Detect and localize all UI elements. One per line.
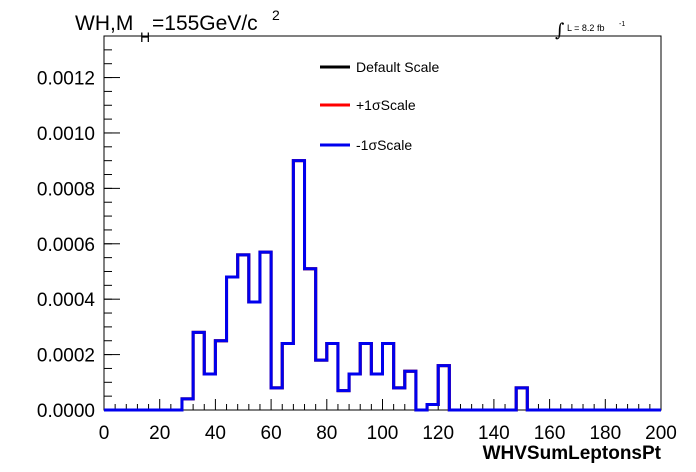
- x-tick-label: 160: [534, 423, 566, 444]
- x-tick-label: 140: [478, 423, 510, 444]
- x-tick-label: 0: [99, 423, 110, 444]
- x-tick-label: 20: [149, 423, 170, 444]
- title-superscript: 2: [272, 7, 280, 23]
- luminosity-label: ∫ L = 8.2 fb -1: [555, 20, 625, 41]
- x-tick-label: 200: [645, 423, 677, 444]
- y-tick-label: 0.0004: [37, 290, 96, 311]
- y-tick-label: 0.0000: [37, 401, 95, 422]
- y-axis: 0.0000 0.0002 0.0004 0.0006 0.0008 0.0010 0.00…: [37, 35, 120, 422]
- x-tick-label: 180: [589, 423, 621, 444]
- legend-label-plus1sigma: +1σScale: [356, 97, 416, 113]
- legend-label-default: Default Scale: [356, 59, 439, 75]
- x-tick-label: 60: [261, 423, 282, 444]
- integral-sign: ∫: [555, 20, 565, 41]
- x-tick-label: 120: [422, 423, 454, 444]
- lumi-text: L = 8.2 fb: [567, 23, 604, 33]
- title-subscript: H: [140, 29, 150, 45]
- series-layer: [104, 159, 661, 412]
- legend-label-minus1sigma: -1σScale: [356, 137, 412, 153]
- lumi-superscript: -1: [619, 21, 625, 28]
- title-rest: =155GeV/c: [152, 12, 258, 35]
- legend: Default Scale +1σScale -1σScale: [320, 59, 439, 153]
- x-axis: 0 20 40 60 80 100 120 140 160 180 200: [99, 399, 677, 444]
- x-tick-label: 80: [316, 423, 337, 444]
- y-tick-label: 0.0002: [37, 346, 95, 367]
- x-tick-label: 40: [205, 423, 226, 444]
- title-main: WH,M: [75, 12, 133, 35]
- x-axis-label: WHVSumLeptonsPt: [483, 443, 662, 464]
- y-tick-label: 0.0006: [37, 235, 95, 256]
- y-tick-label: 0.0008: [37, 179, 95, 200]
- series-line-2: [104, 159, 661, 412]
- y-tick-label: 0.0010: [37, 124, 95, 145]
- x-tick-label: 100: [367, 423, 399, 444]
- y-tick-label: 0.0012: [37, 69, 95, 90]
- chart-title: WH,M H =155GeV/c 2: [75, 7, 280, 45]
